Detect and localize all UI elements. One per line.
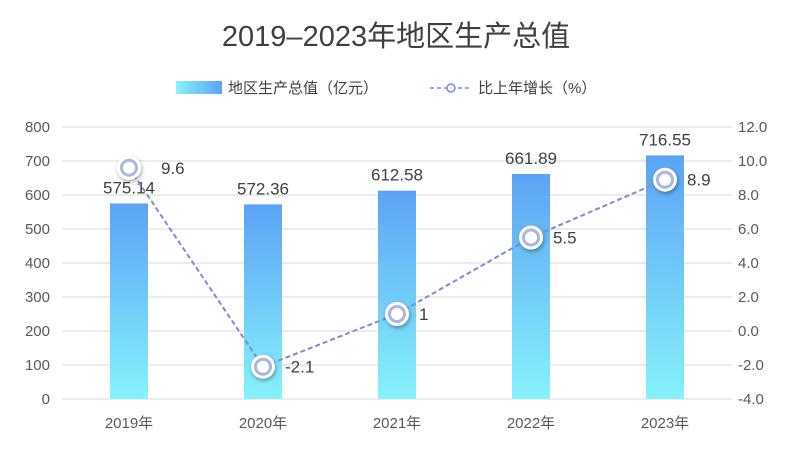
line-value-label: 5.5 bbox=[553, 229, 577, 248]
y-left-tick-label: 200 bbox=[25, 323, 50, 340]
legend-bar-label: 地区生产总值（亿元） bbox=[228, 80, 378, 97]
line-point bbox=[254, 357, 272, 376]
y-right-tick-label: 0.0 bbox=[738, 323, 759, 340]
legend-line-label: 比上年增长（%） bbox=[478, 80, 596, 97]
bar bbox=[646, 155, 684, 399]
y-right-tick-label: 6.0 bbox=[738, 221, 759, 238]
line-value-label: 9.6 bbox=[161, 159, 185, 178]
y-axis-left: 0 100 200 300 400 500 600 700 800 bbox=[25, 119, 50, 408]
y-left-tick-label: 300 bbox=[25, 289, 50, 306]
bar-series bbox=[110, 155, 684, 399]
legend: 地区生产总值（亿元） 比上年增长（%） bbox=[176, 80, 596, 97]
x-axis: 2019年 2020年 2021年 2022年 2023年 bbox=[105, 415, 689, 432]
y-right-tick-label: -4.0 bbox=[738, 391, 764, 408]
legend-line-marker bbox=[446, 83, 456, 93]
y-left-tick-label: 100 bbox=[25, 357, 50, 374]
line-point bbox=[656, 170, 674, 189]
y-left-tick-label: 800 bbox=[25, 119, 50, 136]
x-tick-label: 2021年 bbox=[373, 415, 421, 432]
y-right-tick-label: 10.0 bbox=[738, 153, 767, 170]
y-left-tick-label: 500 bbox=[25, 221, 50, 238]
legend-bar-swatch bbox=[176, 81, 222, 94]
bar-value-label: 575.14 bbox=[103, 178, 155, 197]
y-right-tick-label: 4.0 bbox=[738, 255, 759, 272]
bar-value-labels: 575.14 572.36 612.58 661.89 716.55 bbox=[103, 130, 691, 198]
y-right-tick-label: 8.0 bbox=[738, 187, 759, 204]
line-series: 9.6 -2.1 1 5.5 8.9 bbox=[117, 155, 711, 379]
bar-value-label: 612.58 bbox=[371, 166, 423, 185]
y-right-tick-label: 2.0 bbox=[738, 289, 759, 306]
bar-value-label: 572.36 bbox=[237, 179, 289, 198]
y-left-tick-label: 400 bbox=[25, 255, 50, 272]
x-tick-label: 2020年 bbox=[239, 415, 287, 432]
x-tick-label: 2022年 bbox=[507, 415, 555, 432]
y-left-tick-label: 0 bbox=[42, 391, 50, 408]
y-right-tick-label: 12.0 bbox=[738, 119, 767, 136]
x-tick-label: 2019年 bbox=[105, 415, 153, 432]
y-left-tick-label: 700 bbox=[25, 153, 50, 170]
line-value-label: -2.1 bbox=[285, 358, 314, 377]
x-tick-label: 2023年 bbox=[641, 415, 689, 432]
y-axis-right: -4.0 -2.0 0.0 2.0 4.0 6.0 8.0 10.0 12.0 bbox=[738, 119, 767, 408]
line-path bbox=[128, 167, 666, 368]
line-value-label: 1 bbox=[419, 305, 428, 324]
bar bbox=[110, 203, 148, 399]
y-left-tick-label: 600 bbox=[25, 187, 50, 204]
bar-value-label: 661.89 bbox=[505, 149, 557, 168]
bar-value-label: 716.55 bbox=[639, 130, 691, 149]
chart-title: 2019–2023年地区生产总值 bbox=[222, 20, 570, 53]
line-point bbox=[388, 305, 406, 323]
bar bbox=[378, 190, 416, 399]
line-point bbox=[522, 228, 540, 247]
line-point bbox=[120, 158, 138, 177]
bar bbox=[512, 173, 550, 399]
y-right-tick-label: -2.0 bbox=[738, 357, 764, 374]
line-value-label: 8.9 bbox=[687, 171, 711, 190]
